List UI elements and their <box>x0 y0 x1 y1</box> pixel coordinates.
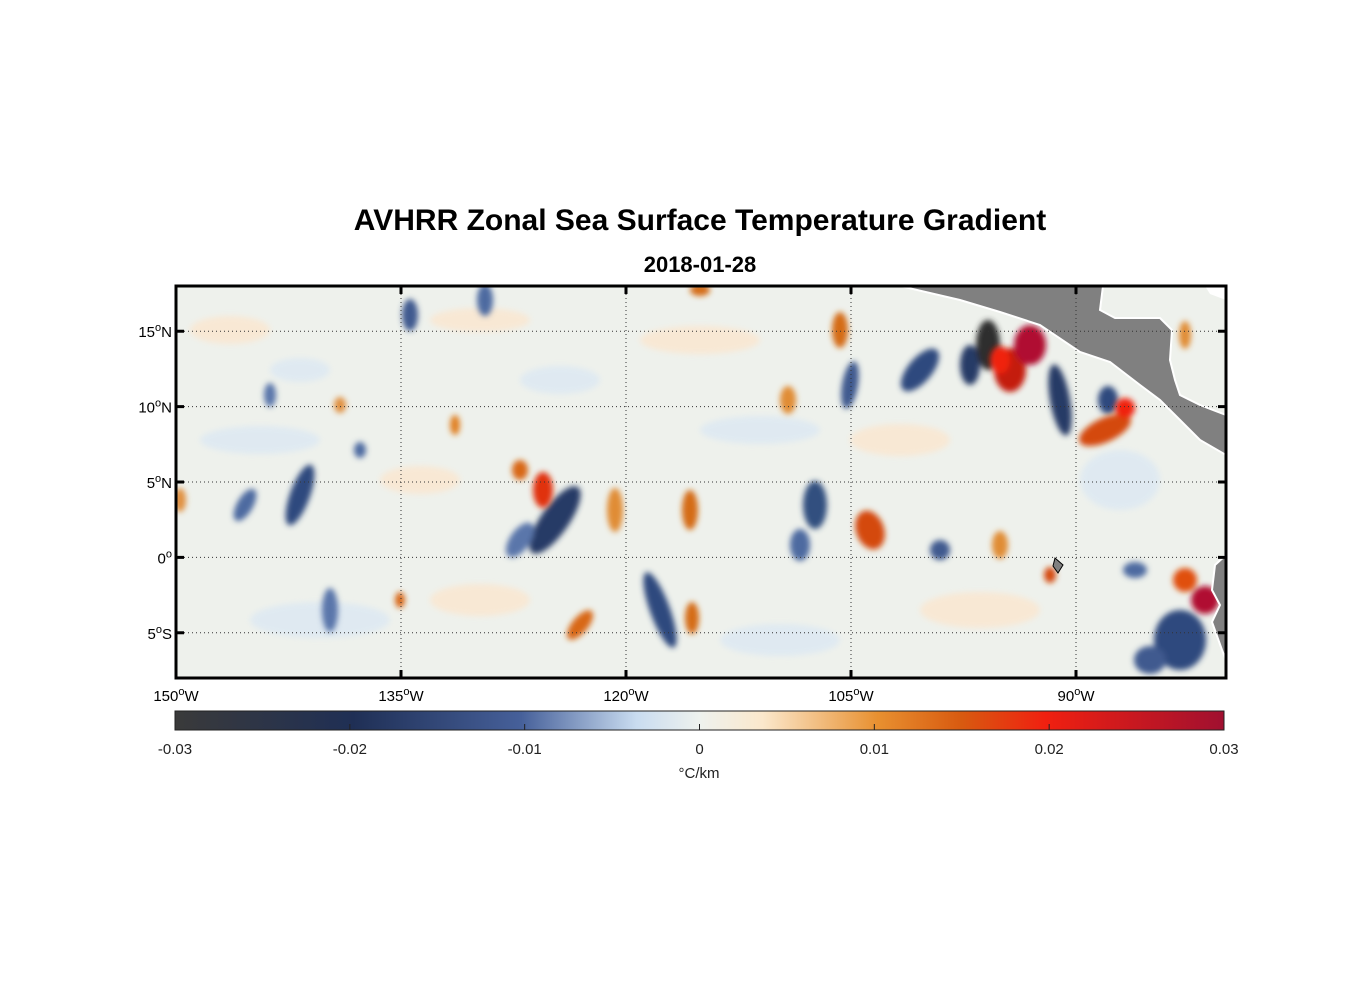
land-cuba <box>1205 286 1226 300</box>
chart-title: AVHRR Zonal Sea Surface Temperature Grad… <box>353 204 1047 237</box>
lon-label: 90oW <box>1058 686 1096 705</box>
degree-symbol: o <box>155 473 161 485</box>
lat-label: 5oN <box>147 473 172 492</box>
colorbar-tick-label: 0.01 <box>860 741 889 758</box>
lon-label-hemi: W <box>1080 688 1095 705</box>
degree-symbol: o <box>1074 686 1080 698</box>
lon-tick-labels: 150oW 135oW 120oW 105oW 90oW <box>153 686 1095 705</box>
lat-label-hemi: N <box>161 324 172 341</box>
colorbar-tick-label: -0.02 <box>333 741 367 758</box>
lat-label-num: 5 <box>147 475 155 492</box>
colorbar-tick-label: -0.03 <box>158 741 192 758</box>
chart-subtitle: 2018-01-28 <box>643 252 757 277</box>
lat-label-hemi: S <box>162 626 172 643</box>
lon-label-num: 150 <box>153 688 178 705</box>
lat-label-num: 5 <box>148 626 156 643</box>
faint-anomalies <box>190 308 1160 656</box>
positive-anomalies <box>176 286 1219 640</box>
graticule <box>176 286 1226 678</box>
lat-label-num: 0 <box>158 550 166 567</box>
lon-label-num: 105 <box>828 688 853 705</box>
lat-label: 5oS <box>148 624 172 643</box>
colorbar-unit: °C/km <box>679 765 720 782</box>
colorbar-tick-label: 0.03 <box>1209 741 1238 758</box>
lat-label: 15oN <box>138 322 172 341</box>
lon-label-hemi: W <box>409 688 424 705</box>
colorbar-tick-label: 0.02 <box>1035 741 1064 758</box>
lon-label: 120oW <box>603 686 649 705</box>
lat-label-num: 10 <box>138 400 155 417</box>
lon-label-hemi: W <box>859 688 874 705</box>
gradient-field <box>176 286 1226 674</box>
degree-symbol: o <box>853 686 859 698</box>
lon-label-hemi: W <box>184 688 199 705</box>
lat-label-num: 15 <box>138 324 155 341</box>
lon-label-num: 135 <box>378 688 403 705</box>
lon-label-hemi: W <box>634 688 649 705</box>
lon-label-num: 120 <box>603 688 628 705</box>
degree-symbol: o <box>155 322 161 334</box>
colorbar-ticks: -0.03 -0.02 -0.01 0 0.01 0.02 0.03 <box>158 724 1239 758</box>
degree-symbol: o <box>403 686 409 698</box>
lat-label: 10oN <box>138 398 172 417</box>
land-central-america <box>899 286 1226 457</box>
degree-symbol: o <box>628 686 634 698</box>
negative-anomalies <box>233 286 1206 674</box>
degree-symbol: o <box>155 398 161 410</box>
lat-label: 0o <box>158 548 172 567</box>
degree-symbol: o <box>178 686 184 698</box>
lon-label: 135oW <box>378 686 424 705</box>
degree-symbol: o <box>166 548 172 560</box>
colorbar-tick-label: 0 <box>695 741 703 758</box>
lat-label-hemi: N <box>161 475 172 492</box>
land-galapagos <box>1052 557 1064 574</box>
degree-symbol: o <box>156 624 162 636</box>
colorbar-tick-label: -0.01 <box>508 741 542 758</box>
lon-label: 150oW <box>153 686 199 705</box>
lon-label-num: 90 <box>1058 688 1075 705</box>
lon-label: 105oW <box>828 686 874 705</box>
lat-label-hemi: N <box>161 400 172 417</box>
frame-ticks <box>174 286 1226 678</box>
